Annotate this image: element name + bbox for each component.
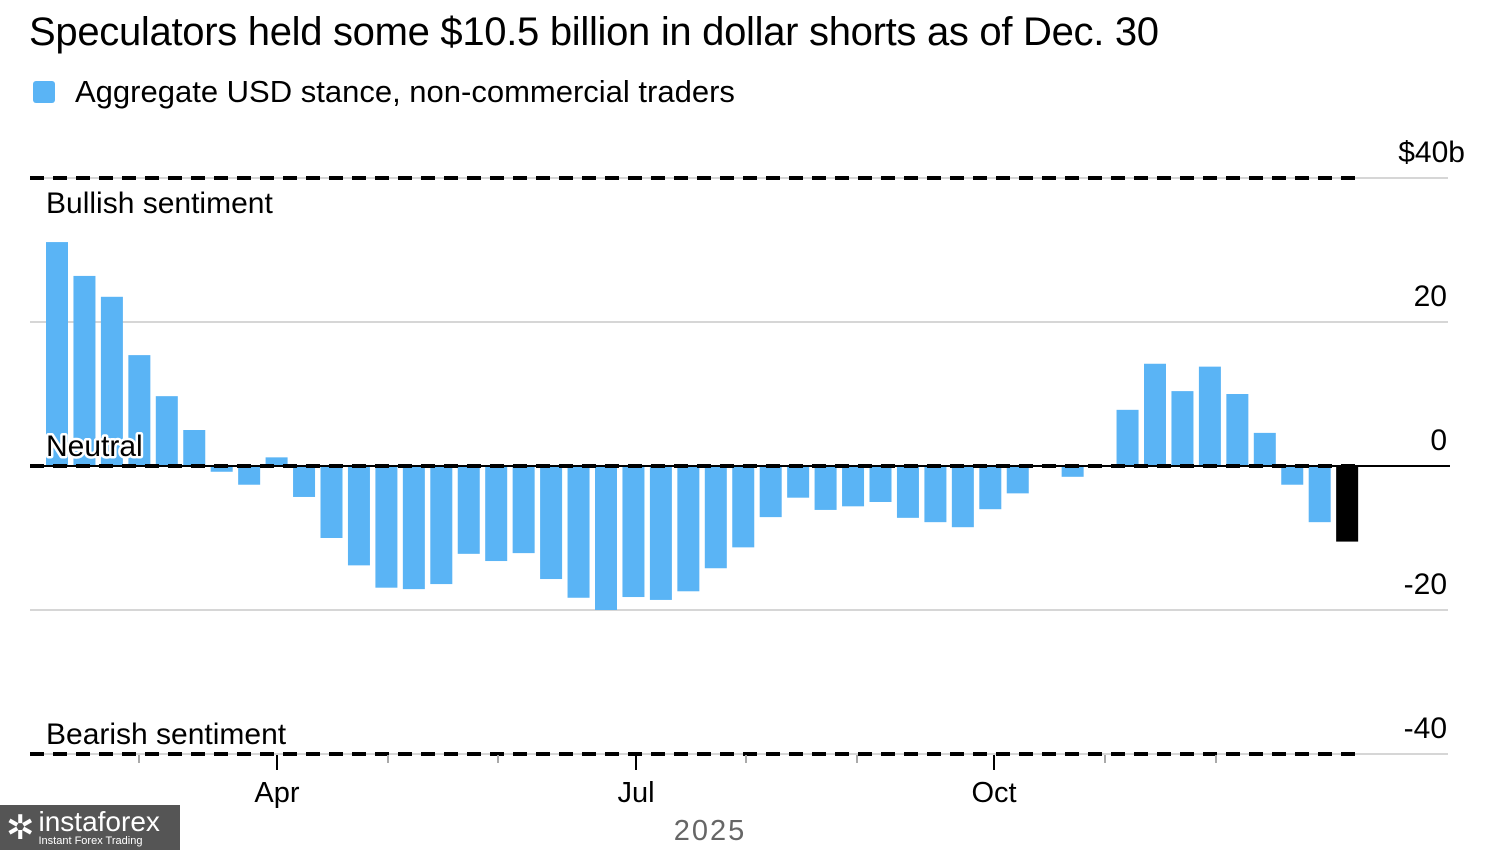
- x-tick-label: Jul: [617, 777, 654, 809]
- bar: [595, 466, 617, 610]
- bar: [457, 466, 480, 554]
- bar: [704, 466, 727, 569]
- bar: [293, 466, 316, 497]
- annotation-label: Bullish sentiment: [46, 187, 273, 220]
- bar: [649, 466, 672, 600]
- chart-title: Speculators held some $10.5 billion in d…: [29, 10, 1159, 54]
- bar: [1144, 363, 1166, 466]
- bar: [951, 466, 974, 528]
- bar: [1006, 466, 1029, 494]
- bar: [677, 466, 700, 592]
- legend: Aggregate USD stance, non-commercial tra…: [33, 74, 735, 110]
- bar: [787, 466, 810, 498]
- annotation-label: Neutral: [46, 430, 143, 463]
- bar: [842, 466, 865, 507]
- bar: [1253, 432, 1276, 466]
- bar: [210, 466, 233, 472]
- bar: [896, 466, 919, 518]
- legend-label: Aggregate USD stance, non-commercial tra…: [75, 74, 735, 109]
- bar: [1281, 466, 1304, 485]
- bar: [869, 466, 892, 502]
- y-tick-label: 20: [1414, 280, 1447, 313]
- bar: [238, 466, 261, 485]
- bar: [1061, 466, 1084, 477]
- bar: [1308, 466, 1331, 523]
- bar: [375, 466, 398, 588]
- bar: [1336, 466, 1359, 542]
- y-tick-label: 0: [1430, 424, 1447, 457]
- y-tick-label: $40b: [1398, 136, 1465, 169]
- bar: [979, 466, 1002, 510]
- y-tick-label: -40: [1404, 712, 1447, 745]
- bar: [128, 355, 151, 466]
- watermark-tagline: Instant Forex Trading: [38, 835, 143, 847]
- bar: [1116, 409, 1139, 466]
- legend-swatch: [33, 81, 55, 103]
- bar: [183, 430, 206, 466]
- annotation-label: Bearish sentiment: [46, 718, 287, 751]
- bar: [622, 466, 645, 598]
- bar: [320, 466, 343, 538]
- gear-logo-icon: ✲: [6, 808, 35, 847]
- watermark-brand: instaforex: [38, 806, 160, 837]
- x-axis-label: 2025: [674, 815, 747, 847]
- bar: [46, 242, 68, 466]
- bar: [1171, 391, 1194, 466]
- bar: [732, 466, 755, 548]
- bar: [540, 466, 563, 580]
- bar: [402, 466, 425, 590]
- y-tick-label: -20: [1404, 568, 1447, 601]
- bar: [265, 457, 288, 466]
- bar: [155, 396, 178, 466]
- bar: [759, 466, 782, 518]
- bar: [1226, 394, 1249, 466]
- bar: [73, 275, 96, 466]
- bar: [347, 466, 370, 566]
- bar: [485, 466, 508, 562]
- x-tick-label: Apr: [254, 777, 299, 809]
- bar: [567, 466, 590, 598]
- bar: [512, 466, 535, 554]
- watermark-logo: ✲ instaforex Instant Forex Trading: [0, 805, 180, 850]
- x-tick-label: Oct: [971, 777, 1016, 809]
- bar: [1198, 366, 1221, 466]
- bar: [430, 466, 453, 585]
- bar: [924, 466, 947, 523]
- bar: [814, 466, 837, 510]
- bar: [100, 296, 123, 466]
